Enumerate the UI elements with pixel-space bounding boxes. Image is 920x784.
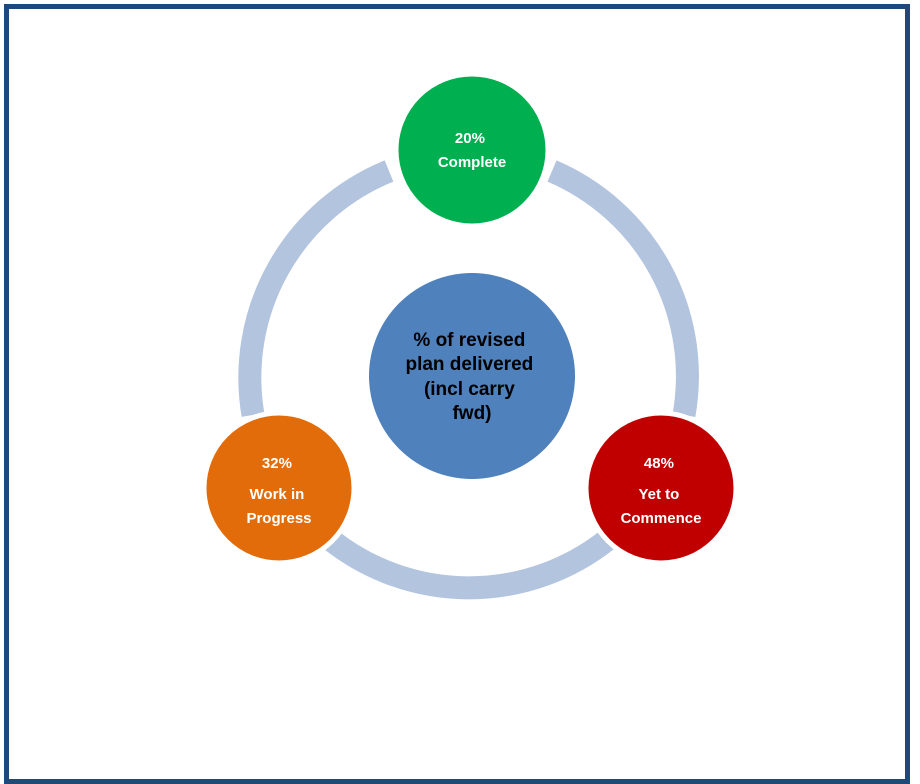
- node-percent: 20%: [455, 130, 485, 147]
- node-yet-to-commence-circle: [583, 410, 739, 566]
- node-yet-to-commence-label: 48% Yet to Commence: [621, 455, 702, 527]
- center-label-line: plan delivered: [405, 354, 533, 375]
- center-label-line: fwd): [452, 403, 491, 424]
- ring-arc-progress-to-complete: [238, 160, 394, 417]
- ring-arc-complete-to-yet: [547, 160, 699, 417]
- center-label: % of revised plan delivered (incl carry …: [405, 330, 538, 424]
- node-label-line: Commence: [621, 510, 702, 527]
- center-label-line: % of revised: [413, 330, 525, 351]
- node-complete: 20% Complete: [393, 71, 551, 229]
- node-label-line: Progress: [246, 510, 311, 527]
- node-work-in-progress-circle: [201, 410, 357, 566]
- node-percent: 48%: [644, 455, 674, 472]
- ring-arc-yet-to-progress: [323, 530, 615, 600]
- node-work-in-progress: 32% Work in Progress: [201, 410, 357, 566]
- node-work-in-progress-label: 32% Work in Progress: [246, 455, 311, 527]
- node-yet-to-commence: 48% Yet to Commence: [583, 410, 739, 566]
- node-label-line: Complete: [438, 154, 506, 171]
- node-label-line: Work in: [250, 486, 305, 503]
- center-node: % of revised plan delivered (incl carry …: [369, 273, 575, 479]
- center-label-line: (incl carry: [424, 379, 515, 400]
- node-complete-circle: [393, 71, 551, 229]
- node-percent: 32%: [262, 455, 292, 472]
- node-label-line: Yet to: [638, 486, 679, 503]
- node-complete-label: 20% Complete: [438, 130, 506, 171]
- center-circle: [369, 273, 575, 479]
